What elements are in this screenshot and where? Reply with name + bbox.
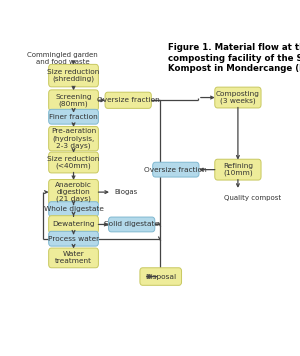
Text: Oversize fraction: Oversize fraction	[145, 167, 207, 173]
Text: Pre-aeration
(hydrolysis,
2-3 days): Pre-aeration (hydrolysis, 2-3 days)	[51, 128, 96, 149]
Text: Composting
(3 weeks): Composting (3 weeks)	[216, 91, 260, 104]
FancyBboxPatch shape	[49, 64, 98, 87]
Text: Disposal: Disposal	[145, 273, 176, 279]
FancyBboxPatch shape	[49, 152, 98, 173]
Text: Figure 1. Material flow at the AD and
composting facility of the Syndicat Minett: Figure 1. Material flow at the AD and co…	[168, 43, 300, 73]
Text: Size reduction
(<40mm): Size reduction (<40mm)	[47, 156, 100, 169]
Text: Refining
(10mm): Refining (10mm)	[223, 163, 253, 176]
FancyBboxPatch shape	[105, 92, 151, 108]
Text: Solid digestate: Solid digestate	[104, 221, 159, 227]
FancyBboxPatch shape	[215, 87, 261, 108]
Text: Anaerobic
digestion
(21 days): Anaerobic digestion (21 days)	[55, 182, 92, 202]
FancyBboxPatch shape	[49, 216, 98, 233]
FancyBboxPatch shape	[140, 268, 182, 285]
FancyBboxPatch shape	[215, 159, 261, 180]
FancyBboxPatch shape	[49, 126, 98, 151]
Text: Oversize fraction: Oversize fraction	[97, 97, 160, 103]
FancyBboxPatch shape	[49, 202, 98, 216]
FancyBboxPatch shape	[109, 217, 155, 232]
Text: Size reduction
(shredding): Size reduction (shredding)	[47, 69, 100, 82]
FancyBboxPatch shape	[49, 179, 98, 205]
FancyBboxPatch shape	[153, 162, 199, 177]
FancyBboxPatch shape	[49, 90, 98, 111]
Text: Dewatering: Dewatering	[52, 221, 95, 227]
FancyBboxPatch shape	[49, 109, 98, 124]
Text: Water
treatment: Water treatment	[55, 251, 92, 265]
Text: Quality compost: Quality compost	[224, 195, 280, 200]
Text: Finer fraction: Finer fraction	[49, 114, 98, 120]
Text: Commingled garden
and food waste: Commingled garden and food waste	[27, 52, 98, 65]
Text: Biogas: Biogas	[114, 189, 137, 195]
Text: Process water: Process water	[48, 236, 99, 242]
FancyBboxPatch shape	[49, 231, 98, 246]
FancyBboxPatch shape	[49, 248, 98, 268]
Text: Whole digestate: Whole digestate	[44, 206, 104, 212]
Text: Screening
(80mm): Screening (80mm)	[55, 94, 92, 107]
